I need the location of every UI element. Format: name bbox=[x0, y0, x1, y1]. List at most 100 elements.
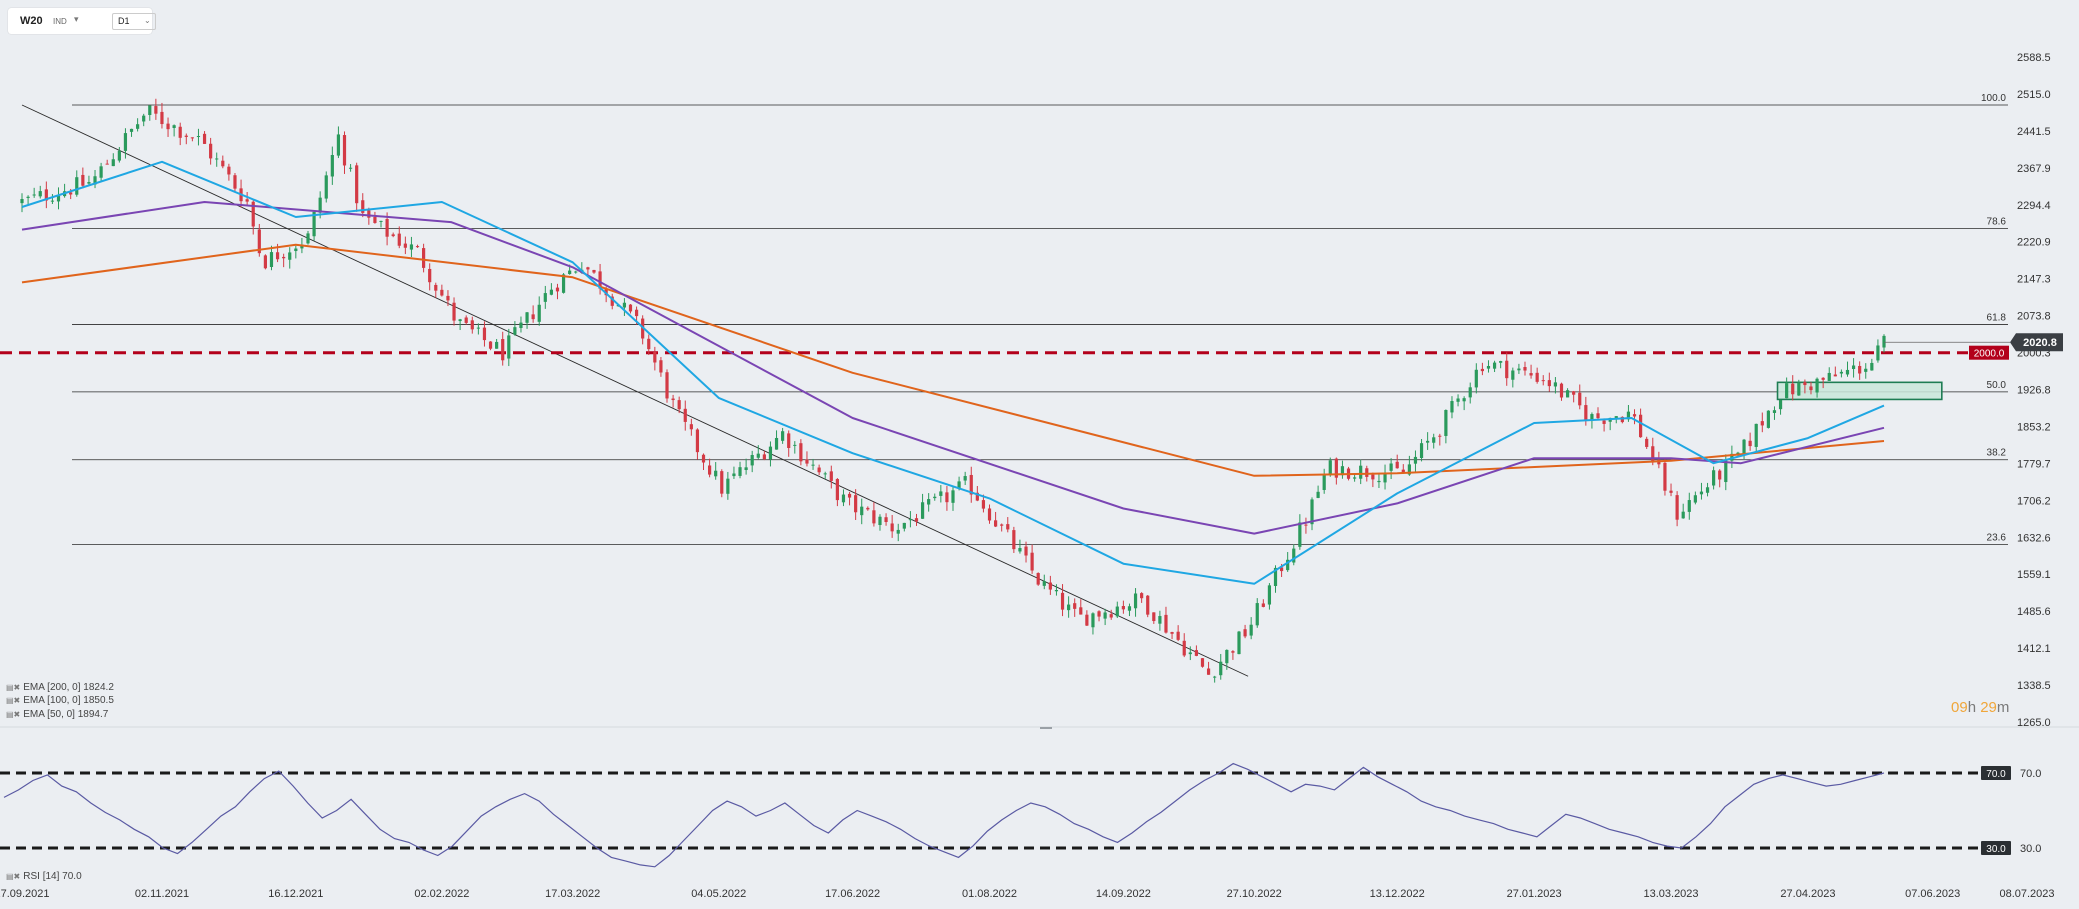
candle-body bbox=[531, 314, 535, 320]
indicator-legend-ema200[interactable]: ▤✖ EMA [200, 0] 1824.2 bbox=[6, 682, 114, 693]
candle-body bbox=[1249, 624, 1253, 636]
candle-body bbox=[1456, 398, 1460, 402]
candle-body bbox=[1766, 410, 1770, 428]
candle-body bbox=[1413, 456, 1418, 464]
candle-body bbox=[847, 493, 852, 498]
candle-body bbox=[1048, 582, 1052, 590]
candle-body bbox=[93, 176, 97, 185]
candle-body bbox=[269, 252, 274, 268]
candle-body bbox=[415, 246, 420, 248]
candle-body bbox=[1267, 585, 1272, 605]
candle-body bbox=[969, 474, 973, 495]
instrument-toolbar[interactable]: W20 IND ▾ D1 ⌄ bbox=[8, 8, 156, 34]
rsi-axis-label: 30.0 bbox=[2020, 843, 2041, 855]
candle-body bbox=[1553, 382, 1558, 387]
candle-body bbox=[695, 429, 700, 453]
price-axis-label: 2294.4 bbox=[2017, 200, 2051, 212]
candle-body bbox=[1724, 459, 1728, 483]
candle-body bbox=[190, 137, 194, 139]
chevron-down-icon[interactable]: ▾ bbox=[74, 14, 79, 24]
candle-body bbox=[1389, 463, 1393, 471]
candle-body bbox=[1474, 369, 1478, 388]
candle-body bbox=[1620, 416, 1624, 423]
candle-body bbox=[1760, 421, 1764, 426]
indicator-legend-ema100[interactable]: ▤✖ EMA [100, 0] 1850.5 bbox=[6, 695, 114, 706]
candle-body bbox=[1091, 613, 1095, 628]
candle-body bbox=[738, 467, 742, 476]
timeframe-select[interactable]: D1 ⌄ bbox=[112, 13, 156, 30]
settings-icon[interactable]: ▤✖ bbox=[6, 872, 21, 881]
candle-body bbox=[1845, 369, 1850, 375]
candle-body bbox=[1833, 374, 1837, 377]
candle-body bbox=[117, 150, 121, 161]
price-axis-label: 2588.5 bbox=[2017, 52, 2051, 64]
candle-body bbox=[1821, 377, 1825, 380]
candle-body bbox=[781, 431, 785, 441]
candle-body bbox=[1730, 453, 1734, 461]
settings-icon[interactable]: ▤✖ bbox=[6, 710, 21, 719]
indicator-legend-ema50[interactable]: ▤✖ EMA [50, 0] 1894.7 bbox=[6, 709, 108, 720]
candle-body bbox=[951, 490, 955, 503]
candle-body bbox=[324, 175, 328, 199]
countdown-hours-unit: h bbox=[1967, 699, 1977, 716]
rsi-level-badge-label: 70.0 bbox=[1986, 769, 2006, 780]
date-axis-label: 13.03.2023 bbox=[1643, 888, 1698, 900]
candle-body bbox=[1115, 606, 1119, 617]
candle-body bbox=[1036, 573, 1040, 585]
candle-body bbox=[318, 197, 322, 213]
indicator-legend-rsi[interactable]: ▤✖ RSI [14] 70.0 bbox=[6, 871, 82, 882]
fib-level-label: 23.6 bbox=[1987, 533, 2007, 544]
candle-body bbox=[665, 372, 669, 399]
candle-body bbox=[129, 128, 134, 132]
countdown-hours: 09 bbox=[1951, 699, 1968, 716]
candle-body bbox=[294, 248, 298, 252]
candle-body bbox=[1742, 439, 1746, 455]
candle-body bbox=[677, 400, 681, 410]
candle-body bbox=[397, 233, 401, 246]
candle-body bbox=[549, 289, 553, 295]
candle-body bbox=[245, 199, 249, 202]
candle-body bbox=[1699, 491, 1704, 495]
candle-body bbox=[1438, 435, 1442, 437]
candle-body bbox=[945, 492, 949, 503]
candle-body bbox=[20, 198, 24, 204]
candle-body bbox=[1669, 490, 1673, 493]
settings-icon[interactable]: ▤✖ bbox=[6, 683, 21, 692]
candle-body bbox=[1213, 676, 1217, 678]
candle-body bbox=[884, 517, 888, 523]
fib-level-label: 78.6 bbox=[1987, 217, 2007, 228]
candle-body bbox=[257, 229, 261, 254]
candle-body bbox=[1158, 616, 1162, 624]
candle-body bbox=[148, 105, 152, 115]
candle-body bbox=[1870, 362, 1874, 371]
timeframe-value: D1 bbox=[118, 16, 130, 26]
candle-body bbox=[1164, 614, 1168, 633]
candle-body bbox=[1809, 386, 1813, 391]
candle-body bbox=[1067, 604, 1071, 611]
candle-body bbox=[1499, 361, 1503, 363]
candle-body bbox=[1182, 640, 1186, 656]
symbol-label[interactable]: W20 bbox=[20, 15, 43, 27]
candle-body bbox=[568, 270, 572, 275]
candle-body bbox=[422, 248, 426, 268]
candle-body bbox=[835, 479, 839, 501]
candle-body bbox=[1121, 605, 1125, 610]
candle-body bbox=[50, 200, 55, 202]
candle-body bbox=[854, 495, 858, 513]
candle-body bbox=[592, 269, 596, 273]
settings-icon[interactable]: ▤✖ bbox=[6, 696, 21, 705]
candle-body bbox=[537, 304, 541, 322]
candle-body bbox=[726, 478, 730, 494]
candle-body bbox=[1109, 614, 1113, 618]
candle-body bbox=[920, 502, 925, 519]
candle-body bbox=[701, 454, 706, 463]
rsi-level-badge-label: 30.0 bbox=[1986, 844, 2006, 855]
candle-body bbox=[647, 338, 651, 350]
date-axis-label: 27.01.2023 bbox=[1507, 888, 1562, 900]
candle-body bbox=[221, 160, 225, 167]
candle-body bbox=[275, 252, 280, 260]
candle-body bbox=[860, 506, 864, 516]
candle-body bbox=[1839, 371, 1844, 374]
